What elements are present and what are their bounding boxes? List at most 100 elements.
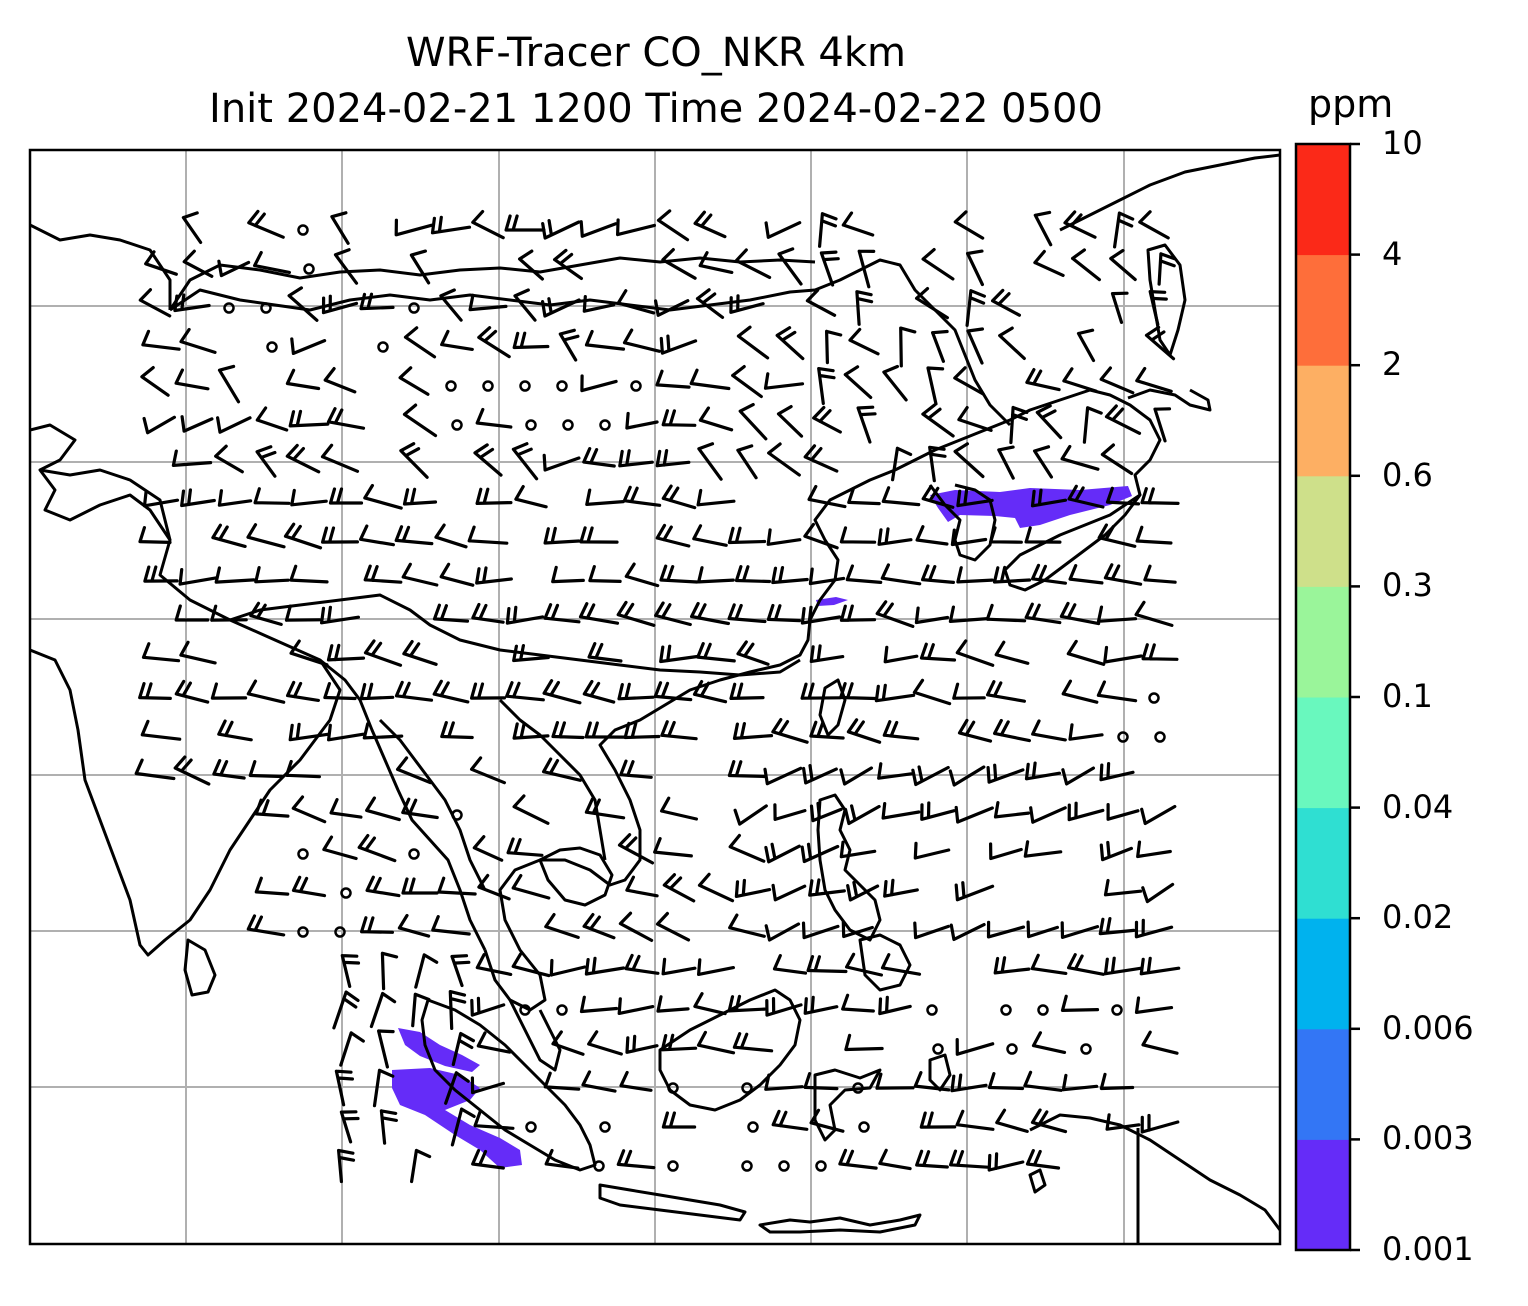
wind-barb xyxy=(432,603,470,623)
wind-barb xyxy=(134,758,176,781)
border-india-china xyxy=(39,468,172,541)
wind-barb xyxy=(619,759,653,779)
wind-barb xyxy=(138,682,172,700)
calm-wind-marker xyxy=(297,926,309,938)
wind-barb xyxy=(1103,878,1143,897)
wind-barb xyxy=(624,953,660,975)
wind-barb xyxy=(1060,921,1100,939)
wind-barb xyxy=(140,366,170,397)
wind-barb xyxy=(956,488,994,508)
wind-barb xyxy=(142,489,180,508)
calm-wind-marker xyxy=(667,1160,679,1172)
wind-barb xyxy=(806,955,848,974)
wind-barb xyxy=(285,759,321,779)
coastline-hokkaido xyxy=(1127,388,1212,412)
wind-barb xyxy=(320,605,360,625)
plume-taiwan-strait xyxy=(816,597,848,606)
wind-barb xyxy=(989,526,1023,544)
wind-barb xyxy=(880,563,922,586)
wind-barb xyxy=(1104,404,1142,435)
wind-barb xyxy=(512,794,550,825)
wind-barb xyxy=(1067,953,1105,976)
wind-barb xyxy=(246,914,286,937)
calm-wind-marker xyxy=(1117,731,1129,743)
wind-barb xyxy=(1143,564,1177,584)
wind-barb xyxy=(363,483,403,510)
wind-barb xyxy=(1033,445,1053,479)
wind-barb xyxy=(696,488,736,507)
wind-barb xyxy=(689,368,731,391)
wind-barb xyxy=(839,526,877,544)
wind-barb xyxy=(912,678,952,706)
wind-barb xyxy=(696,642,736,663)
wind-barb xyxy=(661,409,697,427)
calm-wind-marker xyxy=(1148,692,1160,704)
coastline-java xyxy=(598,1183,747,1222)
wind-barb xyxy=(1113,211,1135,249)
map-title-line2: Init 2024-02-21 1200 Time 2024-02-22 050… xyxy=(209,86,1103,132)
wind-barb xyxy=(772,954,808,975)
calm-wind-marker xyxy=(852,1082,864,1094)
wind-barb xyxy=(899,326,917,368)
wind-barb xyxy=(656,209,690,242)
wind-barb xyxy=(551,565,585,584)
wind-barb xyxy=(477,326,511,359)
wind-barb xyxy=(803,1072,839,1091)
wind-barb xyxy=(881,802,921,820)
wind-barb xyxy=(1110,291,1129,324)
coastline-japan xyxy=(1003,493,1142,592)
calm-wind-marker xyxy=(599,1121,611,1133)
wind-barb xyxy=(919,1111,957,1129)
wind-barb xyxy=(211,523,247,548)
wind-barb xyxy=(402,640,438,666)
wind-barb xyxy=(578,602,620,625)
wind-barb xyxy=(411,992,431,1028)
wind-barb xyxy=(543,526,581,545)
wind-barb xyxy=(379,1109,398,1145)
wind-barb xyxy=(178,568,218,586)
wind-barb xyxy=(512,721,550,740)
wind-barb xyxy=(915,287,949,320)
wind-barb xyxy=(440,329,474,351)
wind-barb xyxy=(732,722,774,740)
wind-barb xyxy=(661,1111,697,1129)
calm-wind-marker xyxy=(741,1082,753,1094)
wind-barb xyxy=(765,997,803,1017)
wind-barb xyxy=(616,218,656,237)
wind-barb xyxy=(843,365,873,399)
calm-wind-marker xyxy=(1037,1004,1049,1016)
wind-barb xyxy=(254,876,290,896)
wind-barb xyxy=(432,679,470,704)
wind-barb xyxy=(841,211,875,237)
wind-barb xyxy=(618,449,654,468)
wind-barb xyxy=(855,290,874,326)
wind-barb xyxy=(339,1110,360,1144)
wind-barb xyxy=(987,1152,1025,1172)
wind-barb xyxy=(771,718,809,744)
wind-barb xyxy=(995,1108,1029,1133)
wind-barb xyxy=(800,682,842,700)
coastline-mindanao xyxy=(858,933,912,992)
wind-barb xyxy=(179,327,217,354)
calm-wind-marker xyxy=(260,302,272,314)
wind-barb xyxy=(1140,1113,1180,1134)
wind-barb xyxy=(966,327,984,365)
wind-barb xyxy=(321,294,359,315)
wind-barb xyxy=(542,679,582,705)
wind-barb xyxy=(173,293,211,313)
wind-barb xyxy=(839,682,877,701)
calm-wind-marker xyxy=(599,419,611,431)
wind-barb xyxy=(883,878,919,898)
wind-barb xyxy=(471,1149,505,1170)
wind-barb xyxy=(394,218,434,237)
coastline-korea xyxy=(928,483,997,562)
wind-barb xyxy=(1105,486,1141,506)
coastline-lesser-sunda xyxy=(758,1213,922,1234)
wind-barb xyxy=(180,488,216,508)
wind-barb xyxy=(439,288,463,322)
wind-barb xyxy=(690,601,730,626)
wind-barb xyxy=(697,442,723,481)
wind-barb xyxy=(957,718,993,743)
wind-barb xyxy=(776,405,804,438)
wind-barb xyxy=(288,722,330,742)
